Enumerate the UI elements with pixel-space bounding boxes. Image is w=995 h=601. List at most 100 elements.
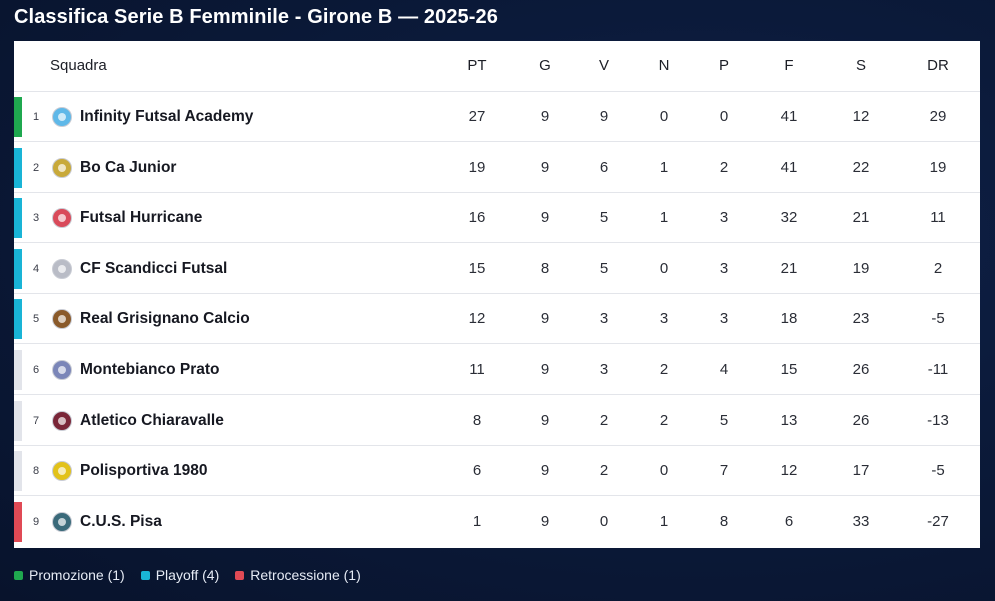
team-name[interactable]: Bo Ca Junior [80, 158, 177, 176]
cell-n: 0 [659, 259, 669, 277]
cell-v: 5 [599, 209, 609, 227]
table-row[interactable]: 1 Infinity Futsal Academy 27 9 9 0 0 41 12 29 [14, 92, 980, 142]
cell-s: 21 [852, 209, 870, 227]
table-row[interactable]: 6 Montebianco Prato 11 9 3 2 4 15 26 -11 [14, 345, 980, 395]
team-name[interactable]: Futsal Hurricane [80, 209, 203, 227]
cell-s: 33 [852, 512, 870, 530]
position-number: 4 [32, 262, 40, 275]
header-pt[interactable]: PT [467, 57, 487, 74]
cell-dr: -27 [927, 512, 949, 530]
cell-g: 9 [540, 462, 550, 480]
table-row[interactable]: 5 Real Grisignano Calcio 12 9 3 3 3 18 23 -5 [14, 294, 980, 345]
cell-v: 2 [599, 411, 609, 429]
cell-n: 1 [659, 209, 669, 227]
cell-s: 19 [852, 259, 870, 277]
legend-item-playoff: Playoff (4) [140, 567, 220, 583]
cell-g: 9 [540, 411, 550, 429]
legend-label: Playoff (4) [155, 567, 220, 583]
figure-crest-icon [52, 410, 72, 431]
table-row[interactable]: 4 CF Scandicci Futsal 15 8 5 0 3 21 19 2 [14, 244, 980, 294]
cell-pt: 11 [469, 361, 485, 378]
cell-p: 8 [719, 512, 729, 530]
cell-f: 21 [780, 259, 798, 277]
cell-g: 9 [540, 108, 550, 125]
cell-v: 5 [599, 259, 609, 277]
team-name[interactable]: Atletico Chiaravalle [80, 411, 224, 429]
table-row[interactable]: 7 Atletico Chiaravalle 8 9 2 2 5 13 26 -13 [14, 396, 980, 446]
cell-p: 3 [719, 259, 729, 277]
cell-p: 3 [719, 209, 729, 227]
shield-crest-icon [52, 309, 72, 330]
position-number: 5 [32, 313, 40, 326]
zone-indicator-neutral [14, 451, 22, 492]
cell-pt: 1 [472, 512, 482, 530]
page-title: Classifica Serie B Femminile - Girone B … [14, 6, 498, 28]
header-p[interactable]: P [718, 57, 729, 74]
cell-pt: 15 [468, 259, 486, 277]
header-g[interactable]: G [539, 57, 551, 74]
team-name[interactable]: Real Grisignano Calcio [80, 310, 250, 328]
header-v[interactable]: V [598, 57, 609, 74]
cell-n: 3 [659, 310, 669, 328]
cell-n: 2 [659, 361, 669, 378]
cell-g: 9 [540, 209, 550, 227]
cell-n: 0 [659, 108, 669, 125]
header-n[interactable]: N [658, 57, 670, 74]
table-row[interactable]: 8 Polisportiva 1980 6 9 2 0 7 12 17 -5 [14, 446, 980, 497]
standings-table: Squadra PT G V N P F S DR 1 Infinity Futs… [14, 41, 980, 548]
cell-pt: 8 [472, 411, 482, 429]
shield-crest-icon [52, 157, 72, 178]
cell-dr: -13 [927, 411, 949, 429]
cell-p: 5 [719, 411, 729, 429]
position-number: 3 [32, 212, 40, 225]
round-crest-icon [52, 511, 72, 532]
table-row[interactable]: 3 Futsal Hurricane 16 9 5 1 3 32 21 11 [14, 193, 980, 244]
table-row[interactable]: 2 Bo Ca Junior 19 9 6 1 2 41 22 19 [14, 143, 980, 193]
cell-dr: -5 [931, 310, 945, 328]
cell-g: 9 [540, 158, 550, 176]
zone-indicator-neutral [14, 400, 22, 441]
cell-f: 18 [780, 310, 798, 328]
cell-n: 0 [659, 462, 669, 480]
cell-dr: 11 [930, 209, 946, 227]
cell-n: 2 [659, 411, 669, 429]
team-name[interactable]: Polisportiva 1980 [80, 462, 208, 480]
legend-label: Promozione (1) [29, 567, 125, 583]
legend-item-promotion: Promozione (1) [14, 567, 125, 583]
cell-dr: -5 [931, 462, 945, 480]
team-name[interactable]: Infinity Futsal Academy [80, 108, 254, 125]
cell-f: 12 [780, 462, 798, 480]
team-name[interactable]: CF Scandicci Futsal [80, 259, 228, 277]
hurricane-crest-icon [52, 208, 72, 229]
cell-f: 41 [780, 158, 798, 176]
round-crest-icon [52, 360, 72, 380]
legend-label: Retrocessione (1) [250, 567, 361, 583]
legend-swatch [140, 570, 150, 580]
team-name[interactable]: C.U.S. Pisa [80, 512, 162, 530]
cell-f: 6 [784, 512, 794, 530]
cell-pt: 27 [468, 108, 486, 125]
header-s[interactable]: S [855, 57, 866, 74]
cell-f: 41 [780, 108, 798, 125]
position-number: 6 [32, 364, 40, 376]
header-team[interactable]: Squadra [50, 57, 107, 74]
position-number: 2 [32, 161, 40, 174]
header-dr[interactable]: DR [927, 57, 949, 74]
zone-indicator-relegation [14, 501, 22, 542]
cell-g: 9 [540, 310, 550, 328]
cell-pt: 19 [468, 158, 486, 176]
position-number: 8 [32, 465, 40, 478]
cell-s: 22 [852, 158, 870, 176]
cell-g: 9 [540, 512, 550, 530]
cell-f: 15 [780, 361, 798, 378]
zone-indicator-playoff [14, 248, 22, 289]
position-number: 7 [32, 414, 40, 427]
position-number: 1 [32, 111, 40, 123]
round-crest-icon [52, 461, 72, 482]
table-row[interactable]: 9 C.U.S. Pisa 1 9 0 1 8 6 33 -27 [14, 497, 980, 547]
cell-p: 7 [719, 462, 729, 480]
legend: Promozione (1) Playoff (4) Retrocessione (… [14, 566, 361, 584]
cell-v: 3 [599, 361, 609, 378]
header-f[interactable]: F [784, 57, 794, 74]
team-name[interactable]: Montebianco Prato [80, 361, 220, 378]
